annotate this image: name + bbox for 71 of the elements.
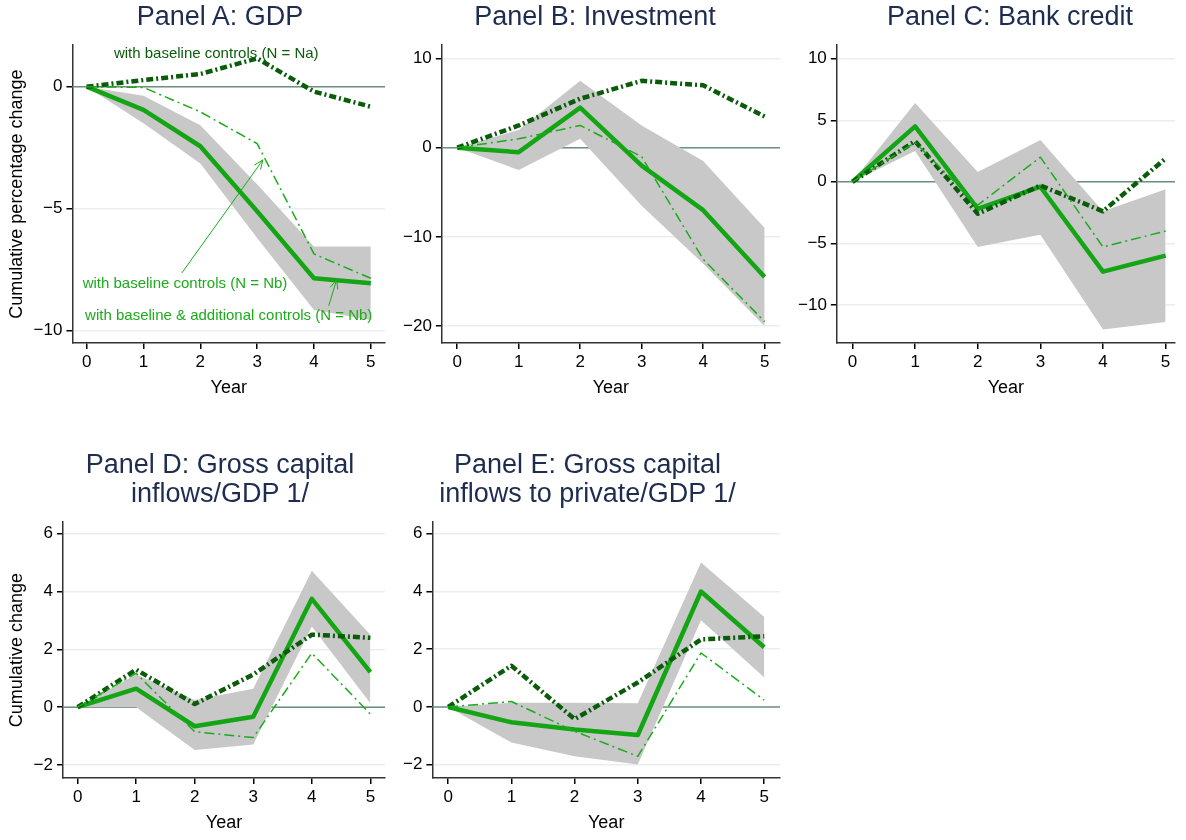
x-tick-label: 0	[847, 351, 858, 371]
y-tick-label: −5	[43, 198, 63, 218]
annotation: with baseline controls (N = Na)	[112, 44, 319, 62]
x-tick-label: 0	[443, 786, 453, 806]
x-tick-label: 0	[81, 351, 92, 371]
line-series	[454, 78, 767, 150]
x-axis-title: Year	[205, 812, 243, 833]
y-tick-label: 2	[43, 639, 53, 659]
y-tick-label: 0	[43, 696, 53, 716]
y-tick-label: −10	[797, 294, 827, 314]
y-tick-label: −2	[33, 754, 53, 774]
x-tick-label: 4	[307, 786, 317, 806]
line-series	[445, 633, 767, 722]
x-tick-label: 5	[365, 786, 376, 806]
x-axis-title: Year	[210, 377, 247, 398]
chart-title: Panel D: Gross capital inflows/GDP 1/	[84, 449, 356, 508]
x-tick-label: 5	[759, 351, 770, 371]
x-axis-title: Year	[588, 812, 625, 833]
x-tick-label: 0	[452, 351, 462, 371]
y-tick-label: 5	[817, 109, 827, 129]
chart-title: Panel A: GDP	[135, 1, 305, 31]
annotation: with baseline & additional controls (N = Nb)	[84, 306, 373, 324]
y-tick-label: −5	[807, 233, 827, 253]
x-tick-label: 3	[248, 786, 258, 806]
x-tick-label: 3	[1035, 351, 1046, 371]
y-tick-label: −20	[402, 315, 432, 335]
x-tick-label: 2	[575, 351, 585, 371]
x-tick-label: 4	[1098, 351, 1108, 371]
y-tick-label: 6	[43, 523, 53, 543]
y-tick-label: −10	[33, 320, 63, 340]
line-series	[850, 138, 1168, 217]
y-axis-title: Cumulative percentage change	[5, 69, 26, 319]
x-tick-label: 1	[910, 351, 920, 371]
y-tick-label: −10	[402, 226, 432, 246]
x-tick-label: 2	[569, 786, 580, 806]
x-tick-label: 3	[633, 786, 643, 806]
x-tick-label: 4	[698, 351, 708, 371]
x-tick-label: 1	[506, 786, 517, 806]
annotation: with baseline controls (N = Nb)	[81, 273, 288, 291]
y-tick-label: 4	[43, 581, 53, 601]
y-tick-label: 0	[817, 171, 827, 191]
x-tick-label: 5	[366, 351, 376, 371]
x-tick-label: 2	[195, 351, 206, 371]
x-tick-label: 4	[696, 786, 706, 806]
line-series	[75, 632, 373, 710]
x-tick-label: 5	[759, 786, 769, 806]
x-tick-label: 2	[973, 351, 983, 371]
x-tick-label: 3	[636, 351, 647, 371]
x-tick-label: 1	[131, 786, 141, 806]
y-tick-label: −2	[402, 754, 423, 774]
x-tick-label: 1	[513, 351, 524, 371]
x-tick-label: 4	[309, 351, 319, 371]
x-tick-label: 2	[189, 786, 200, 806]
y-tick-label: 6	[412, 523, 423, 543]
y-tick-label: 0	[52, 76, 63, 96]
y-tick-label: 4	[412, 581, 423, 601]
x-axis-title: Year	[987, 377, 1025, 398]
chart-title: Panel C: Bank credit	[885, 1, 1135, 31]
x-tick-label: 3	[252, 351, 262, 371]
y-tick-label: 0	[412, 696, 423, 716]
x-axis-title: Year	[592, 377, 630, 398]
chart-title: Panel B: Investment	[473, 1, 717, 31]
y-tick-label: 2	[412, 638, 423, 658]
x-tick-label: 1	[138, 351, 149, 371]
y-tick-label: 10	[807, 48, 827, 68]
y-axis-title: Cumulative change	[5, 573, 26, 728]
y-tick-label: 0	[422, 137, 432, 157]
x-tick-label: 5	[1160, 351, 1171, 371]
x-tick-label: 0	[72, 786, 83, 806]
y-tick-label: 10	[412, 48, 432, 68]
chart-title: Panel E: Gross capital inflows to private/GDP 1/	[438, 449, 737, 508]
